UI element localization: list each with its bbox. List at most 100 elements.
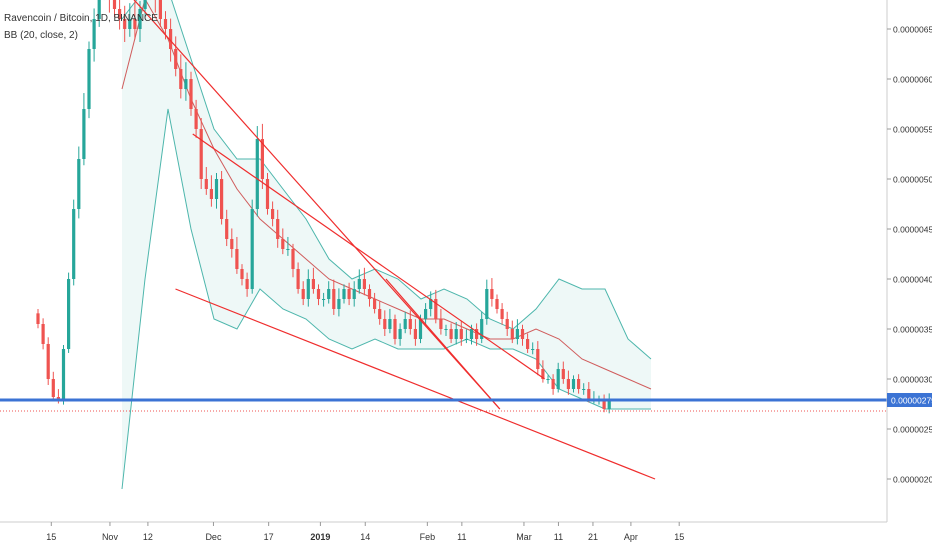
time-tick-label: 12 xyxy=(143,532,153,542)
time-tick-label: Mar xyxy=(516,532,532,542)
candle-down xyxy=(240,269,244,279)
chart-legend: Ravencoin / Bitcoin, 1D, BINANCE BB (20,… xyxy=(4,10,158,44)
candle-up xyxy=(398,329,402,339)
time-tick-label: Feb xyxy=(420,532,436,542)
candle-up xyxy=(424,309,428,319)
candle-up xyxy=(546,379,550,380)
candle-up xyxy=(82,109,86,159)
candle-down xyxy=(316,289,321,299)
candle-up xyxy=(87,49,91,109)
candle-down xyxy=(490,289,494,299)
trend-line-2[interactable] xyxy=(192,133,545,380)
candle-down xyxy=(118,9,122,19)
candle-up xyxy=(556,369,560,389)
candle-up xyxy=(61,349,66,399)
candle-down xyxy=(311,279,315,289)
candle-up xyxy=(454,329,458,339)
candle-down xyxy=(505,319,509,329)
candle-down xyxy=(413,329,417,339)
candle-down xyxy=(367,289,372,299)
bollinger-basis xyxy=(121,0,652,390)
candle-down xyxy=(526,339,530,349)
candle-up xyxy=(388,319,392,329)
candle-down xyxy=(577,379,581,389)
candle-down xyxy=(510,329,514,339)
time-tick-label: 21 xyxy=(588,532,598,542)
candle-down xyxy=(189,79,193,109)
candle-down xyxy=(449,329,453,339)
candle-up xyxy=(337,299,341,309)
candle-up xyxy=(582,389,586,390)
candle-up xyxy=(357,279,361,289)
candle-down xyxy=(373,299,377,309)
candle-down xyxy=(541,369,545,379)
candle-down xyxy=(174,49,178,69)
trend-line-3[interactable] xyxy=(175,288,656,480)
candle-down xyxy=(36,313,40,324)
candle-down xyxy=(265,179,270,209)
candle-down xyxy=(260,139,264,179)
candle-up xyxy=(97,0,101,19)
bollinger-upper-band xyxy=(121,0,652,360)
candle-up xyxy=(531,349,535,350)
time-tick-label: 11 xyxy=(554,532,563,542)
candle-down xyxy=(587,389,591,399)
candle-down xyxy=(566,379,570,389)
time-tick-label: 2019 xyxy=(310,532,330,542)
candle-down xyxy=(199,129,203,179)
candle-up xyxy=(138,9,142,29)
candle-up xyxy=(250,209,254,289)
candle-down xyxy=(194,109,198,129)
last-price-tag xyxy=(887,393,932,407)
candle-up xyxy=(306,279,310,299)
candle-down xyxy=(332,289,336,309)
candle-down xyxy=(301,289,305,299)
trend-line-1[interactable] xyxy=(107,0,501,410)
candle-down xyxy=(362,279,366,289)
trend-line-4[interactable] xyxy=(385,278,501,410)
symbol-title: Ravencoin / Bitcoin, 1D, BINANCE xyxy=(4,13,158,24)
candle-down xyxy=(271,209,275,219)
candle-up xyxy=(403,319,407,329)
candle-down xyxy=(123,19,127,29)
candle-up xyxy=(286,249,290,250)
candle-down xyxy=(158,0,162,19)
bollinger-lower-band xyxy=(121,108,651,490)
candle-down xyxy=(434,299,438,319)
candle-up xyxy=(444,329,448,330)
candle-up xyxy=(464,339,468,340)
bollinger-fill xyxy=(122,0,651,489)
candle-down xyxy=(475,329,479,339)
candle-up xyxy=(352,289,356,299)
candle-down xyxy=(133,19,137,29)
candle-down xyxy=(378,309,382,319)
candle-down xyxy=(204,179,208,189)
time-tick-label: 11 xyxy=(457,532,466,542)
candle-down xyxy=(536,349,540,369)
candle-up xyxy=(72,209,76,279)
candle-up xyxy=(480,319,484,339)
candle-down xyxy=(112,0,117,9)
candle-down xyxy=(520,329,525,339)
candle-down xyxy=(281,239,285,249)
candle-down xyxy=(383,319,387,329)
candle-up xyxy=(322,299,326,300)
candle-up xyxy=(607,399,611,409)
candle-up xyxy=(92,19,96,49)
candle-up xyxy=(255,139,259,209)
candle-down xyxy=(296,269,300,289)
candle-down xyxy=(500,309,504,319)
candle-down xyxy=(163,19,168,29)
time-tick-label: Dec xyxy=(205,532,222,542)
candle-up xyxy=(469,329,474,339)
candle-down xyxy=(220,179,224,219)
time-tick-label: Apr xyxy=(624,532,638,542)
